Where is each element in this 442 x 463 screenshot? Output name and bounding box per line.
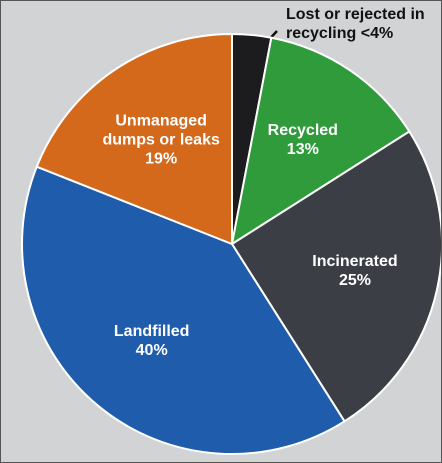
pie-slice: [35, 32, 233, 246]
category-label: Landfilled: [113, 323, 190, 341]
value-label: <4%: [360, 25, 394, 42]
category-label: Recycled: [267, 121, 338, 139]
pie-slice: [230, 36, 411, 247]
slice-label: Incinerated 25%: [295, 252, 415, 290]
annotation-label: Lost or rejected in recycling <4%: [286, 5, 441, 43]
slice-label: Landfilled 40%: [92, 322, 212, 360]
slice-label: Unmanaged dumps or leaks 19%: [101, 111, 221, 168]
value-label: 19%: [145, 150, 178, 168]
pie-slice: [230, 130, 441, 423]
value-label: 40%: [135, 342, 168, 360]
slice-label: Recycled 13%: [243, 121, 363, 159]
category-label: Incinerated: [312, 253, 398, 271]
category-label: Lost or rejected in recycling: [286, 6, 425, 42]
category-label: Unmanaged dumps or leaks: [102, 112, 220, 149]
pie-slice: [21, 165, 346, 455]
value-label: 25%: [338, 272, 371, 290]
value-label: 13%: [286, 140, 319, 158]
